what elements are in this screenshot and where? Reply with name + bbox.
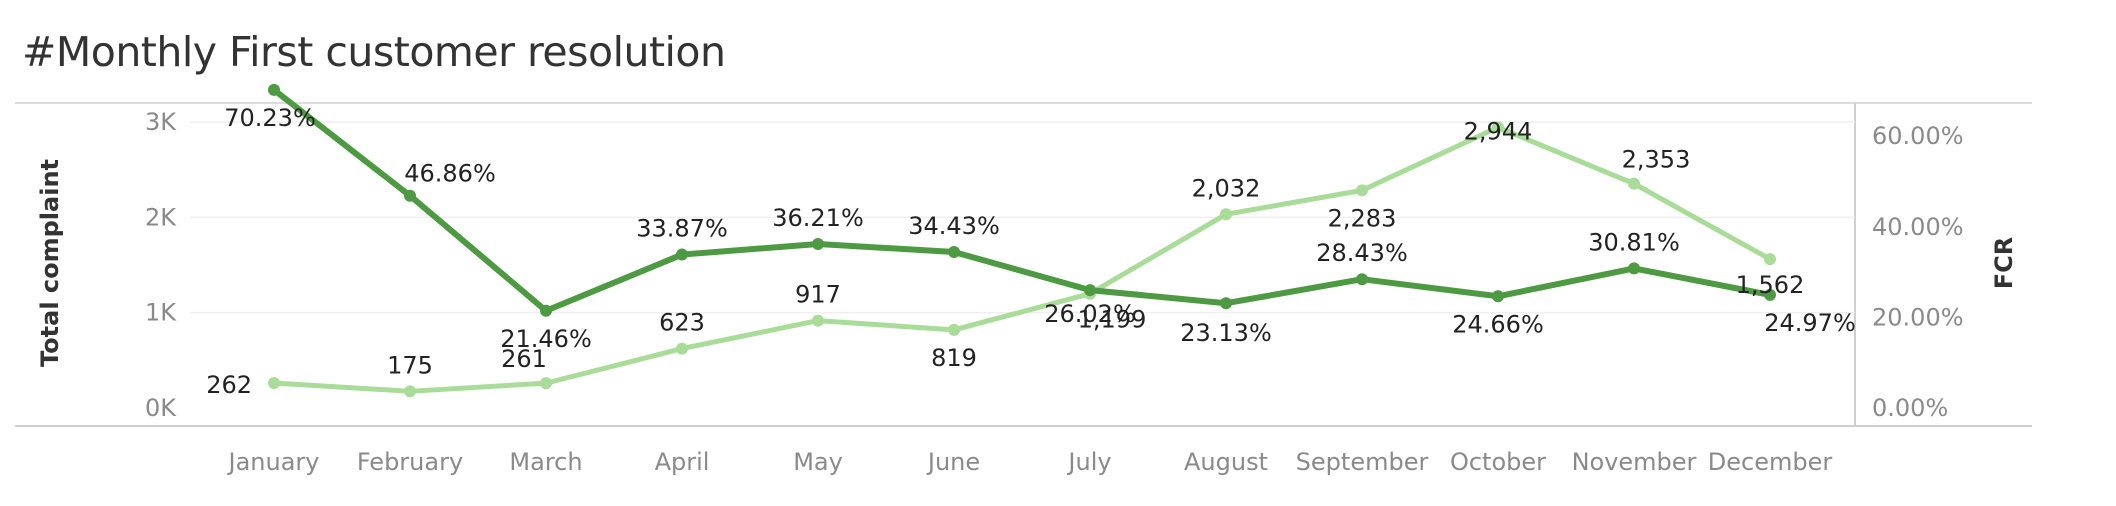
total-complaint-point xyxy=(404,385,416,398)
fcr-data-label: 70.23% xyxy=(224,104,316,132)
fcr-point xyxy=(1764,288,1776,301)
fcr-point xyxy=(812,237,824,250)
fcr-data-label: 34.43% xyxy=(908,212,1000,240)
x-tick-label: October xyxy=(1450,448,1546,476)
fcr-data-label: 28.43% xyxy=(1316,239,1408,267)
fcr-point xyxy=(540,304,552,317)
x-tick-label: April xyxy=(655,448,710,476)
data-label-layer: 262 175 261 623 917 819 1,199 2,032 2,283 2,944 2,… xyxy=(206,104,1856,399)
total-complaint-line xyxy=(271,124,1773,394)
fcr-line xyxy=(271,86,1773,314)
fcr-point xyxy=(1492,290,1504,303)
total-complaint-point xyxy=(948,323,960,336)
fcr-data-label: 24.66% xyxy=(1452,310,1544,338)
total-complaint-point xyxy=(1492,121,1504,134)
fcr-data-label: 24.97% xyxy=(1764,309,1856,337)
x-tick-label: May xyxy=(793,448,843,476)
fcr-point xyxy=(1084,284,1096,297)
total-complaint-data-label: 261 xyxy=(501,345,547,373)
total-complaint-data-label: 2,032 xyxy=(1192,174,1261,202)
fcr-point xyxy=(676,248,688,261)
total-complaint-point xyxy=(1356,184,1368,197)
fcr-point xyxy=(1628,262,1640,275)
fcr-data-label: 46.86% xyxy=(404,160,496,188)
series-layer xyxy=(268,83,1776,398)
fcr-data-label: 36.21% xyxy=(772,204,864,232)
left-axis-title: Total complaint xyxy=(36,159,64,367)
fcr-data-label: 33.87% xyxy=(636,215,728,243)
fcr-data-label: 23.13% xyxy=(1180,319,1272,347)
total-complaint-point xyxy=(540,377,552,390)
fcr-data-label: 30.81% xyxy=(1588,228,1680,256)
x-tick-label: September xyxy=(1296,448,1429,476)
x-tick-label: February xyxy=(357,448,463,476)
chart-title: #Monthly First customer resolution xyxy=(22,28,726,76)
total-complaint-data-label: 1,199 xyxy=(1078,306,1147,334)
fcr-point xyxy=(268,83,280,96)
total-complaint-data-label: 917 xyxy=(795,281,841,309)
total-complaint-data-label: 262 xyxy=(206,371,252,399)
x-axis: January February March April May June July Augu… xyxy=(227,448,1833,476)
left-tick-label: 3K xyxy=(145,108,177,136)
total-complaint-data-label: 819 xyxy=(931,344,977,372)
total-complaint-point xyxy=(1764,253,1776,266)
left-tick-label: 1K xyxy=(145,299,177,327)
total-complaint-data-label: 175 xyxy=(387,351,433,379)
x-tick-label: December xyxy=(1708,448,1833,476)
x-tick-label: July xyxy=(1066,448,1111,476)
x-tick-label: March xyxy=(509,448,582,476)
total-complaint-point xyxy=(1628,177,1640,190)
x-tick-label: June xyxy=(926,448,980,476)
x-tick-label: August xyxy=(1184,448,1268,476)
total-complaint-point xyxy=(676,342,688,355)
fcr-data-label: 21.46% xyxy=(500,325,592,353)
right-tick-label: 40.00% xyxy=(1872,213,1964,241)
left-y-axis: Total complaint 0K 1K 2K 3K xyxy=(36,108,177,422)
x-tick-label: January xyxy=(227,448,320,476)
right-y-axis: FCR 0.00% 20.00% 40.00% 60.00% xyxy=(1872,122,2018,422)
total-complaint-point xyxy=(268,377,280,390)
fcr-point xyxy=(948,246,960,259)
x-tick-label: November xyxy=(1572,448,1697,476)
total-complaint-data-label: 2,353 xyxy=(1622,146,1691,174)
total-complaint-data-label: 1,562 xyxy=(1736,271,1805,299)
right-tick-label: 60.00% xyxy=(1872,122,1964,150)
total-complaint-point xyxy=(812,314,824,327)
right-axis-title: FCR xyxy=(1990,237,2018,290)
fcr-point xyxy=(1356,273,1368,286)
left-tick-label: 0K xyxy=(145,394,177,422)
total-complaint-data-label: 2,283 xyxy=(1328,204,1397,232)
left-tick-label: 2K xyxy=(145,203,177,231)
total-complaint-point xyxy=(1220,208,1232,221)
right-tick-label: 20.00% xyxy=(1872,303,1964,331)
total-complaint-data-label: 623 xyxy=(659,309,705,337)
plot-frame xyxy=(15,102,2032,427)
fcr-data-label: 26.02% xyxy=(1044,300,1136,328)
fcr-point xyxy=(404,189,416,202)
total-complaint-data-label: 2,944 xyxy=(1464,117,1533,145)
right-tick-label: 0.00% xyxy=(1872,394,1948,422)
fcr-point xyxy=(1220,297,1232,310)
